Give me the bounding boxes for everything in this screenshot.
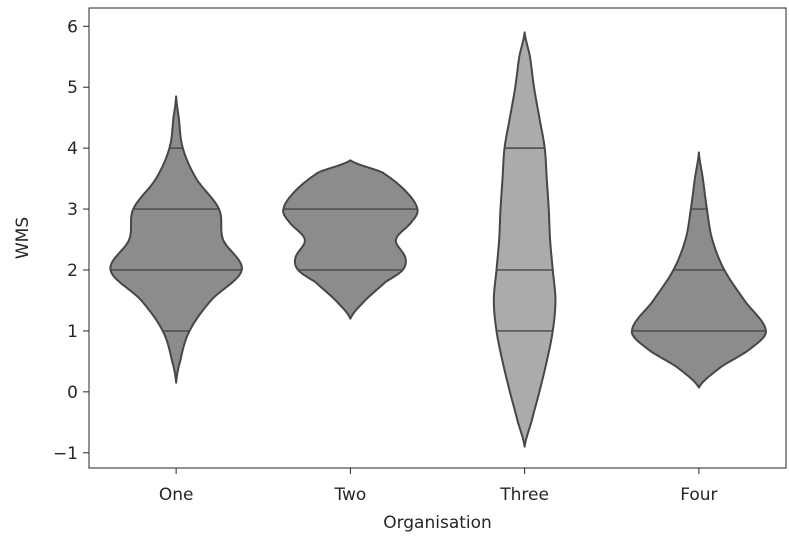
plot-frame bbox=[88, 7, 787, 469]
violin-three bbox=[492, 31, 557, 448]
y-tick-label: 1 bbox=[67, 322, 78, 342]
x-tick-label: Three bbox=[499, 485, 549, 505]
y-tick-label: 4 bbox=[67, 139, 78, 159]
x-tick-label: Four bbox=[680, 485, 717, 505]
y-tick-label: −1 bbox=[53, 444, 78, 464]
violin-one bbox=[109, 95, 243, 384]
y-tick-label: 5 bbox=[67, 78, 78, 98]
quartile-lines-group bbox=[110, 147, 766, 332]
violin-two bbox=[282, 159, 419, 320]
y-axis-ticks: −1 0 1 2 3 4 5 6 bbox=[53, 17, 89, 464]
y-axis-label: WMS bbox=[13, 217, 33, 259]
y-tick-label: 2 bbox=[67, 261, 78, 281]
x-axis-label: Organisation bbox=[383, 513, 492, 533]
x-tick-label: Two bbox=[333, 485, 366, 505]
x-axis-ticks: One Two Three Four bbox=[159, 468, 718, 505]
y-tick-label: 0 bbox=[67, 383, 78, 403]
violins-group bbox=[109, 31, 767, 448]
y-tick-label: 6 bbox=[67, 17, 78, 37]
y-tick-label: 3 bbox=[67, 200, 78, 220]
x-tick-label: One bbox=[159, 485, 194, 505]
